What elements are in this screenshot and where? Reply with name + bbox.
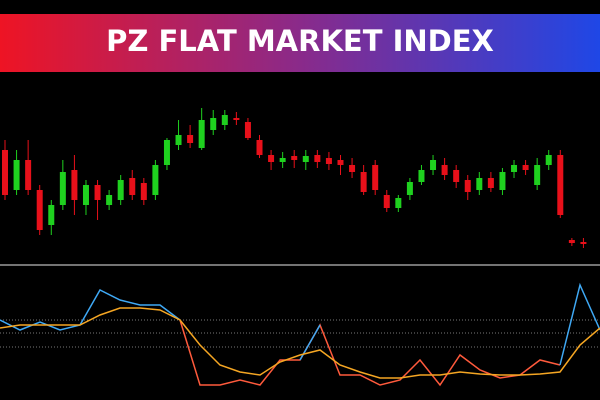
candle-body [534, 165, 541, 185]
candle-body [152, 165, 159, 195]
candle-body [256, 140, 263, 155]
plot [0, 108, 600, 387]
candle-body [268, 155, 275, 162]
indicator-line [0, 307, 600, 379]
candle-body [337, 160, 344, 165]
candle-body [453, 170, 460, 182]
candle-body [464, 180, 471, 192]
chart-title: PZ FLAT MARKET INDEX [106, 24, 494, 58]
candle-body [522, 165, 529, 170]
candle-body [372, 165, 379, 190]
candle-body [106, 195, 113, 205]
candle-body [302, 156, 309, 162]
candle-body [499, 172, 506, 190]
candle-body [349, 165, 356, 172]
candle-body [129, 178, 136, 195]
candle-body [48, 205, 55, 225]
candle-body [210, 118, 217, 130]
candle-body [13, 160, 20, 190]
candle-body [187, 135, 194, 143]
candle-body [418, 170, 425, 182]
candle-body [59, 172, 66, 205]
candle-body [383, 195, 390, 208]
candle-body [94, 185, 101, 200]
candle-body [163, 140, 170, 165]
candle-body [140, 183, 147, 200]
candle-body [25, 160, 32, 190]
candle-body [36, 190, 43, 230]
candle-body [360, 172, 367, 192]
candle-body [279, 158, 286, 162]
candle-body [71, 170, 78, 200]
banner [0, 14, 600, 72]
candle-body [406, 182, 413, 195]
candle-body [233, 118, 240, 120]
candle-body [511, 165, 518, 172]
candle-body [244, 122, 251, 138]
candle-body [395, 198, 402, 208]
candle-body [568, 240, 575, 243]
candle-body [291, 156, 298, 160]
candle-body [221, 115, 228, 125]
candle-body [2, 150, 8, 195]
candle-body [476, 178, 483, 190]
candle-body [430, 160, 437, 170]
candle-body [325, 158, 332, 164]
candle-body [82, 185, 89, 205]
candle-body [545, 155, 552, 165]
candle-body [117, 180, 124, 200]
candle-body [198, 120, 205, 148]
candle-body [314, 155, 321, 162]
candle-body [580, 242, 587, 244]
candle-body [175, 135, 182, 145]
candle-body [487, 178, 494, 188]
candle-body [557, 155, 564, 215]
indicator-line [179, 319, 561, 387]
candle-body [441, 165, 448, 175]
